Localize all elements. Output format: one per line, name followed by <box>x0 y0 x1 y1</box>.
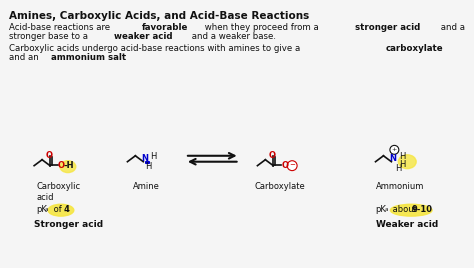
Text: favorable: favorable <box>142 23 189 32</box>
Text: Carboxylic acids undergo acid-base reactions with amines to give a: Carboxylic acids undergo acid-base react… <box>9 44 303 53</box>
Text: Stronger acid: Stronger acid <box>34 220 103 229</box>
Text: N: N <box>141 154 148 163</box>
Text: pK: pK <box>375 205 386 214</box>
Ellipse shape <box>391 204 432 216</box>
Text: stronger base to a: stronger base to a <box>9 32 91 41</box>
Text: Amine: Amine <box>133 183 160 192</box>
Ellipse shape <box>48 204 74 216</box>
Text: Acid-base reactions are: Acid-base reactions are <box>9 23 113 32</box>
Text: O: O <box>58 161 65 170</box>
Text: H: H <box>399 160 406 169</box>
Text: H: H <box>150 152 156 161</box>
Text: Weaker acid: Weaker acid <box>375 220 438 229</box>
Text: and a: and a <box>438 23 465 32</box>
Text: H: H <box>399 152 406 161</box>
Text: H: H <box>395 164 402 173</box>
Text: 9-10: 9-10 <box>411 205 432 214</box>
Text: stronger acid: stronger acid <box>355 23 420 32</box>
Text: Ammonium: Ammonium <box>375 183 424 192</box>
Text: Carboxylate: Carboxylate <box>255 183 305 192</box>
Text: a: a <box>384 207 388 212</box>
Text: +: + <box>392 147 397 152</box>
Text: pK: pK <box>36 205 47 214</box>
Ellipse shape <box>60 161 76 173</box>
Text: Amines, Carboxylic Acids, and Acid-Base Reactions: Amines, Carboxylic Acids, and Acid-Base … <box>9 11 310 21</box>
Text: ammonium salt: ammonium salt <box>51 53 126 62</box>
Circle shape <box>287 161 297 171</box>
Text: a: a <box>45 207 48 212</box>
Text: weaker acid: weaker acid <box>114 32 173 41</box>
Text: when they proceed from a: when they proceed from a <box>202 23 321 32</box>
Text: and a weaker base.: and a weaker base. <box>189 32 276 41</box>
Text: -H: -H <box>64 161 74 170</box>
Text: about: about <box>391 205 420 214</box>
Text: O: O <box>281 161 288 170</box>
Text: N: N <box>390 154 396 163</box>
Text: of: of <box>51 205 64 214</box>
Circle shape <box>390 145 399 154</box>
Ellipse shape <box>398 155 416 169</box>
Text: carboxylate: carboxylate <box>386 44 443 53</box>
Text: O: O <box>269 151 276 160</box>
Text: −: − <box>289 162 295 168</box>
Text: 4: 4 <box>64 205 70 214</box>
Text: Carboxylic
acid: Carboxylic acid <box>36 183 80 202</box>
Text: O: O <box>46 151 53 160</box>
Text: H: H <box>145 162 152 171</box>
Text: and an: and an <box>9 53 42 62</box>
